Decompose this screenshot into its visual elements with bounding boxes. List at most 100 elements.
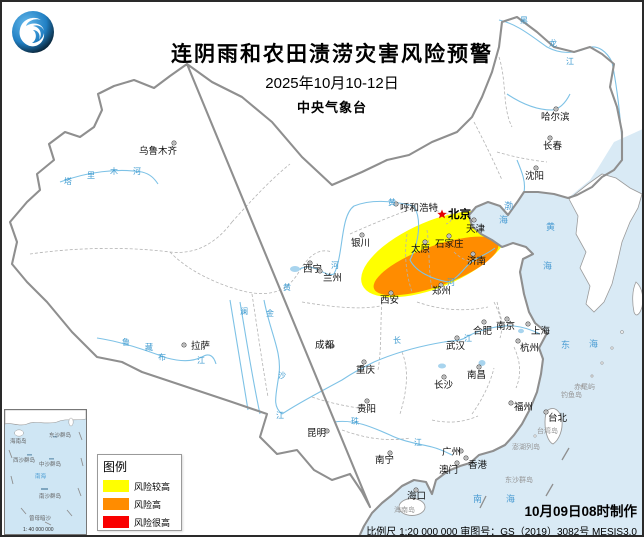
city-label: 成都 xyxy=(315,339,335,351)
legend: 图例 风险较高 风险高 风险很高 xyxy=(97,454,182,531)
legend-label: 风险较高 xyxy=(134,481,171,492)
risk-zones xyxy=(361,210,509,298)
sea-label: 黄 xyxy=(546,221,555,232)
city-label: 南宁 xyxy=(375,454,394,466)
city-label: 长春 xyxy=(543,140,563,152)
legend-item: 风险高 xyxy=(103,495,176,513)
island-label: 海南岛 xyxy=(394,505,415,514)
river-label: 金 xyxy=(266,308,274,318)
river-label: 长 xyxy=(393,335,401,345)
city-label: 兰州 xyxy=(323,272,342,284)
sea-labels: 渤 海 黄 海 东 海 南 海 xyxy=(473,200,598,504)
inset-coast xyxy=(4,409,87,426)
hainan-island xyxy=(398,498,426,516)
beijing-star-icon xyxy=(437,209,447,219)
city-label: 拉萨 xyxy=(191,340,211,352)
inset-scale: 1: 40 000 000 xyxy=(23,527,54,533)
city-label: 天津 xyxy=(466,224,486,235)
city-label: 西安 xyxy=(380,294,399,306)
river-label: 澜 xyxy=(240,307,248,316)
city-label: 济南 xyxy=(467,255,486,267)
city-label: 乌鲁木齐 xyxy=(139,145,178,157)
ryukyu-islands xyxy=(580,330,624,388)
legend-item: 风险很高 xyxy=(103,513,176,531)
penghu-islet xyxy=(533,434,537,438)
city-label: 澳门 xyxy=(439,464,458,476)
city-label: 杭州 xyxy=(520,342,539,354)
city-label: 太原 xyxy=(411,243,430,255)
city-label: 武汉 xyxy=(446,340,466,352)
city-label: 哈尔滨 xyxy=(541,111,570,123)
river-label: 江 xyxy=(276,411,284,420)
korea-peninsula xyxy=(568,173,642,313)
city-label: 昆明 xyxy=(307,428,326,439)
sea-label: 东 xyxy=(561,339,570,350)
island-label: 赤尾屿 xyxy=(574,382,595,391)
page-title: 连阴雨和农田渍涝灾害风险预警 xyxy=(171,43,493,66)
river-label: 塔 xyxy=(64,176,72,186)
river-label: 龙 xyxy=(549,38,557,48)
river-label: 江 xyxy=(566,57,574,66)
taiwan-island xyxy=(544,408,563,445)
agency-name: 中央气象台 xyxy=(296,100,367,115)
inset-map: 海南岛 东沙群岛 西沙群岛 中沙群岛 南沙群岛 南海 曾母暗沙 1: 40 00… xyxy=(4,409,87,533)
city-label: 郑州 xyxy=(432,285,451,297)
river-label: 黄 xyxy=(283,282,291,292)
date-range: 2025年10月10-12日 xyxy=(265,75,399,92)
sea-area xyxy=(359,129,642,535)
country-border xyxy=(8,15,624,535)
city-label: 沈阳 xyxy=(525,170,544,182)
map-scale-approval: 比例尺 1:20 000 000 审图号：GS（2019）3082号 MESIS… xyxy=(366,527,637,537)
city-labels: 乌鲁木齐 哈尔滨 长春 沈阳 呼和浩特 天津 石家庄 太原 济南 郑州 西安 银… xyxy=(139,111,570,502)
cma-logo xyxy=(12,11,54,53)
city-label: 海口 xyxy=(407,490,426,502)
island-label: 台湾岛 xyxy=(537,426,558,435)
sea-label: 海 xyxy=(499,214,508,225)
lakes xyxy=(290,266,524,369)
south-china-sea-inset: 海南岛 东沙群岛 西沙群岛 中沙群岛 南沙群岛 南海 曾母暗沙 1: 40 00… xyxy=(4,409,87,535)
inset-boundary-dashes xyxy=(8,431,84,526)
province-borders xyxy=(29,56,548,440)
river-label: 江 xyxy=(197,356,205,365)
sea-label: 海 xyxy=(506,493,515,504)
legend-label: 风险高 xyxy=(134,499,162,510)
river-label: 鲁 xyxy=(122,337,130,347)
river-label: 河 xyxy=(133,166,141,176)
inset-label: 西沙群岛 xyxy=(13,456,36,464)
city-markers xyxy=(171,106,559,493)
river-label: 木 xyxy=(110,166,118,176)
river-label: 藏 xyxy=(145,342,153,352)
risk-zone-orange xyxy=(373,236,499,296)
footer: 10月09日08时制作 比例尺 1:20 000 000 审图号：GS（2019… xyxy=(366,500,637,537)
river-label: 布 xyxy=(158,352,166,362)
inset-taiwan xyxy=(68,417,74,427)
inset-hainan xyxy=(14,429,24,437)
river-label: 河 xyxy=(331,260,339,270)
river-label: 江 xyxy=(464,334,472,343)
city-label: 石家庄 xyxy=(435,238,464,250)
sea-label: 海 xyxy=(589,338,598,349)
sea-boundary-dashes xyxy=(479,447,570,509)
inset-label: 东沙群岛 xyxy=(49,431,72,439)
sea-label: 渤 xyxy=(504,200,513,211)
issue-time: 10月09日08时制作 xyxy=(524,504,637,519)
legend-swatch-orange xyxy=(103,498,129,510)
city-label: 长沙 xyxy=(434,379,454,391)
city-label: 香港 xyxy=(468,459,488,471)
city-label: 广州 xyxy=(442,446,461,458)
island-labels: 台湾岛 澎湖列岛 东沙群岛 海南岛 钓鱼岛 赤尾屿 xyxy=(394,382,595,514)
city-label: 贵阳 xyxy=(357,403,376,415)
legend-title: 图例 xyxy=(103,460,128,474)
island-label: 东沙群岛 xyxy=(505,475,533,484)
japan-island xyxy=(632,281,642,316)
city-label: 银川 xyxy=(351,237,370,249)
island-label: 澎湖列岛 xyxy=(512,442,540,451)
legend-item: 风险较高 xyxy=(103,477,176,495)
sea-label: 海 xyxy=(543,260,552,271)
river-label: 河 xyxy=(447,277,455,287)
inset-label: 曾母暗沙 xyxy=(29,514,52,522)
city-label: 南京 xyxy=(496,320,515,332)
inset-label: 海南岛 xyxy=(10,437,27,445)
